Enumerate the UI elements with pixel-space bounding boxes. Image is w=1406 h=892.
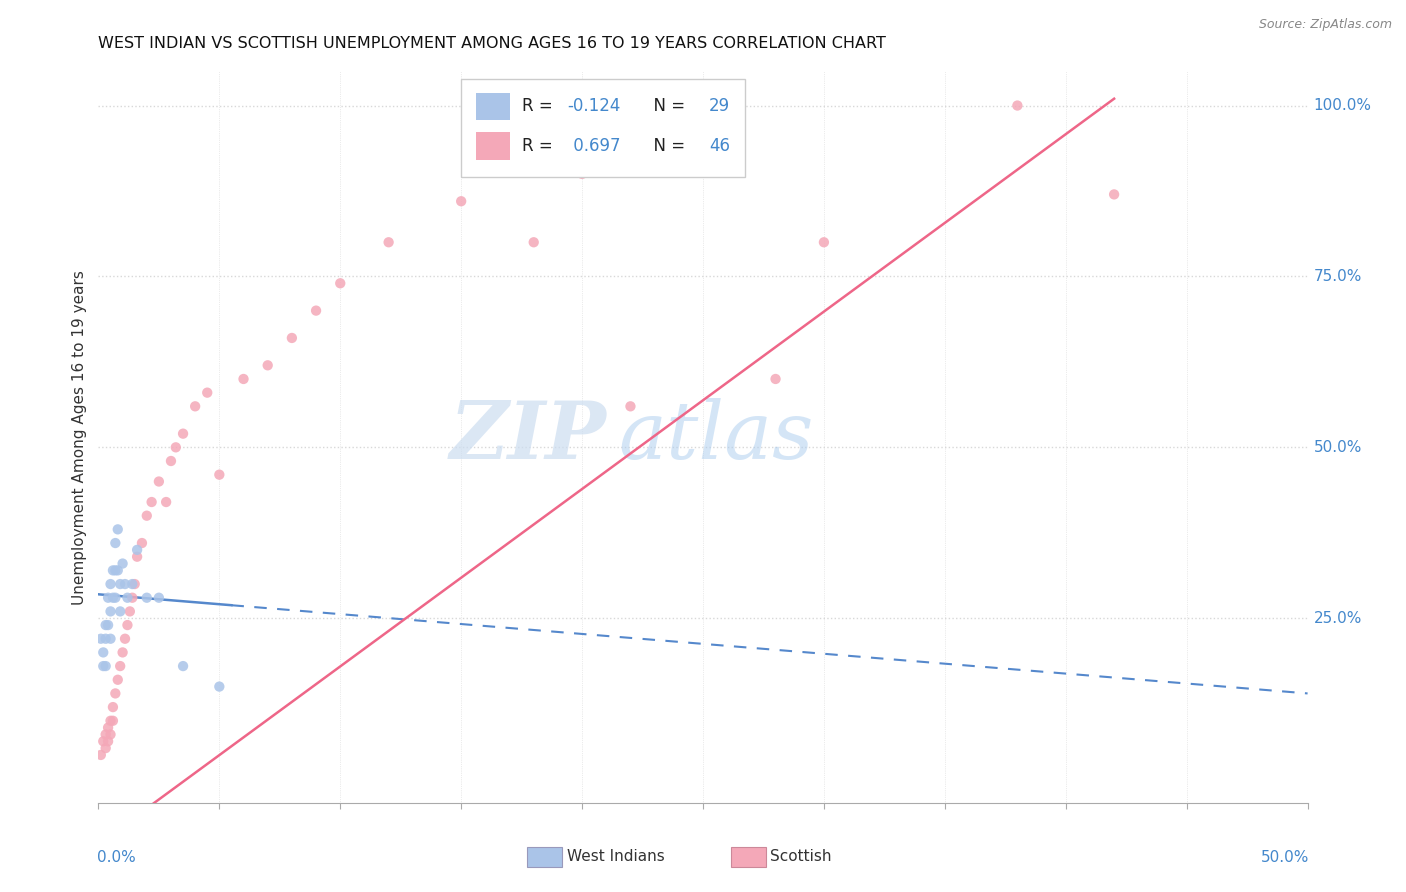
Point [94,741,117,756]
Point [121,591,143,605]
Point [91,645,114,659]
Point [104,591,127,605]
Text: R =: R = [522,97,558,115]
Text: WEST INDIAN VS SCOTTISH UNEMPLOYMENT AMONG AGES 16 TO 19 YEARS CORRELATION CHART: WEST INDIAN VS SCOTTISH UNEMPLOYMENT AMO… [98,36,886,51]
Point [148,475,170,489]
Point [94,632,117,646]
Point [100,604,122,618]
Point [450,194,472,209]
Point [127,549,149,564]
Point [104,563,127,577]
Point [165,440,187,454]
Point [118,604,141,618]
Point [329,277,352,291]
Text: 0.0%: 0.0% [97,850,136,865]
Point [571,167,593,181]
Point [107,563,129,577]
Point [97,591,120,605]
Point [111,557,134,571]
Point [104,536,127,550]
Point [100,727,122,741]
Text: West Indians: West Indians [567,849,665,863]
Point [160,454,183,468]
Y-axis label: Unemployment Among Ages 16 to 19 years: Unemployment Among Ages 16 to 19 years [72,269,87,605]
Text: 29: 29 [709,97,730,115]
Point [195,385,218,400]
Point [135,508,157,523]
Text: 50.0%: 50.0% [1260,850,1309,865]
Point [124,577,146,591]
Point [1007,98,1029,112]
Point [281,331,304,345]
Point [101,700,124,714]
Point [114,577,136,591]
Text: 46: 46 [709,137,730,155]
Point [97,734,120,748]
Point [1102,187,1125,202]
Point [107,522,129,536]
Point [141,495,163,509]
Point [148,591,170,605]
Point [90,747,112,762]
Point [100,632,122,646]
Point [523,235,546,250]
Text: ZIP: ZIP [450,399,606,475]
Point [100,714,122,728]
Text: N =: N = [643,137,690,155]
Point [107,673,129,687]
Point [135,591,157,605]
Text: -0.124: -0.124 [568,97,621,115]
Point [813,235,835,250]
Point [172,426,194,441]
Point [100,577,122,591]
Point [765,372,787,386]
Text: 50.0%: 50.0% [1313,440,1362,455]
Point [155,495,177,509]
Point [97,721,120,735]
Point [127,542,149,557]
Point [619,400,641,414]
Point [90,632,112,646]
FancyBboxPatch shape [475,93,509,120]
Point [108,659,131,673]
Point [108,604,131,618]
Point [101,714,124,728]
Text: 25.0%: 25.0% [1313,611,1362,625]
Point [108,577,131,591]
Point [692,98,714,112]
FancyBboxPatch shape [475,132,509,160]
Point [172,659,194,673]
Point [131,536,153,550]
Point [377,235,399,250]
Point [117,618,139,632]
Point [97,618,120,632]
FancyBboxPatch shape [461,78,745,178]
Point [208,680,231,694]
Text: 75.0%: 75.0% [1313,268,1362,284]
Text: 0.697: 0.697 [568,137,620,155]
Point [94,659,117,673]
Point [121,577,143,591]
Point [184,400,207,414]
Text: 100.0%: 100.0% [1313,98,1372,113]
Point [114,632,136,646]
Point [104,686,127,700]
Point [94,618,117,632]
Point [91,734,114,748]
Point [232,372,254,386]
Point [208,467,231,482]
Point [117,591,139,605]
Text: N =: N = [643,97,690,115]
Point [101,563,124,577]
Text: atlas: atlas [619,399,814,475]
Point [91,659,114,673]
Text: Scottish: Scottish [770,849,832,863]
Text: Source: ZipAtlas.com: Source: ZipAtlas.com [1258,18,1392,31]
Point [305,303,328,318]
Text: R =: R = [522,137,558,155]
Point [111,645,134,659]
Point [101,591,124,605]
Point [94,727,117,741]
Point [256,359,278,373]
